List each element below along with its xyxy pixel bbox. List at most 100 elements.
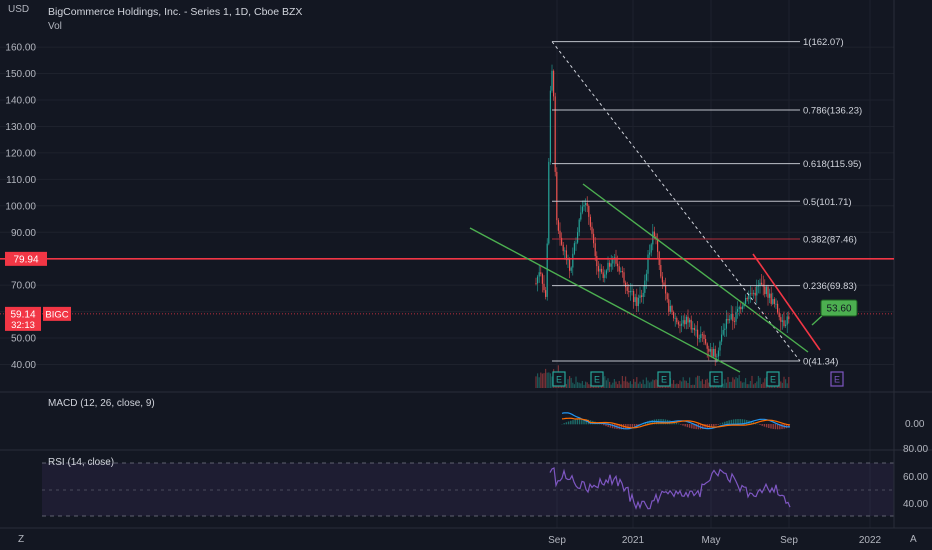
candle-body <box>697 329 699 339</box>
candle-body <box>785 324 787 326</box>
macd-pane <box>561 412 791 430</box>
candle-body <box>559 230 561 238</box>
volume-bar <box>676 383 678 388</box>
volume-bar <box>650 381 652 388</box>
rsi-label[interactable]: RSI (14, close) <box>48 457 115 468</box>
candle-body <box>554 96 556 172</box>
macd-histogram-bar <box>717 424 719 425</box>
earnings-marker-label[interactable]: E <box>594 375 600 385</box>
volume-bar <box>620 384 622 388</box>
macd-histogram-bar <box>768 424 770 429</box>
auto-scale-button[interactable]: A <box>910 534 917 545</box>
macd-histogram-bar <box>688 424 691 428</box>
downtrend-line[interactable] <box>752 253 821 351</box>
candle-body <box>561 237 563 245</box>
candle-body <box>617 263 619 267</box>
candle-body <box>770 293 772 304</box>
earnings-marker-label[interactable]: E <box>661 375 667 385</box>
rsi-line <box>549 467 791 511</box>
candle-body <box>671 305 673 313</box>
volume-bar <box>705 379 707 388</box>
time-axis[interactable]: Sep 2021 May Sep 2022 <box>548 535 881 546</box>
macd-histogram-bar <box>732 419 735 425</box>
candle-body <box>589 216 591 227</box>
earnings-marker-label[interactable]: E <box>834 375 840 385</box>
candle-body <box>623 272 625 283</box>
volume-bar <box>567 379 569 388</box>
fib-trend-line[interactable] <box>551 41 801 362</box>
earnings-marker[interactable] <box>657 371 671 387</box>
earnings-marker-label[interactable]: E <box>556 375 562 385</box>
volume-bar <box>612 382 614 388</box>
macd-label[interactable]: MACD (12, 26, close, 9) <box>48 398 155 409</box>
macd-histogram-bar <box>609 424 612 428</box>
volume-bar <box>617 384 619 388</box>
candle-body <box>765 286 767 295</box>
candle-body <box>687 316 689 323</box>
macd-histogram-bar <box>649 420 651 425</box>
earnings-marker[interactable] <box>766 371 780 387</box>
volume-bar <box>577 382 579 388</box>
macd-histogram-bar <box>721 422 724 425</box>
earnings-marker[interactable] <box>590 371 604 387</box>
candle-body <box>549 90 551 162</box>
candle-body <box>581 206 583 213</box>
earnings-marker[interactable] <box>709 371 723 387</box>
volume-bar <box>692 384 694 388</box>
volume-bar <box>575 376 577 388</box>
candle-body <box>628 290 630 293</box>
timezone-button[interactable]: Z <box>18 534 25 545</box>
candle-body <box>732 313 734 321</box>
volume-label[interactable]: Vol <box>48 21 62 32</box>
volume-bar <box>746 384 748 388</box>
drawings[interactable]: 53.60 <box>0 183 894 373</box>
earnings-marker[interactable] <box>830 371 844 387</box>
volume-bar <box>609 381 611 388</box>
volume-bar <box>545 368 547 388</box>
candle-body <box>716 356 718 358</box>
macd-histogram-bar <box>684 424 686 427</box>
earnings-marker[interactable] <box>552 371 566 387</box>
volume-bar <box>725 382 727 388</box>
channel-lower-line[interactable] <box>469 227 741 373</box>
macd-histogram-bar <box>724 421 726 425</box>
chart-title[interactable]: BigCommerce Holdings, Inc. - Series 1, 1… <box>48 6 303 18</box>
target-callout-label[interactable]: 53.60 <box>826 304 851 315</box>
candle-body <box>629 291 631 293</box>
earnings-marker-label[interactable]: E <box>770 375 776 385</box>
candle-body <box>724 328 726 330</box>
candle-body <box>537 276 539 284</box>
volume-bar <box>578 382 580 388</box>
candle-body <box>676 318 678 323</box>
channel-upper-line[interactable] <box>582 183 809 353</box>
volume-bar <box>580 383 582 388</box>
candle-body <box>641 295 643 297</box>
macd-histogram-bar <box>785 424 788 429</box>
volume-bar <box>604 376 606 388</box>
macd-histogram-bar <box>638 424 640 425</box>
volume-bar <box>549 373 551 388</box>
volume-bar <box>761 384 763 388</box>
volume-bar <box>637 383 639 388</box>
macd-histogram-bar <box>757 423 759 425</box>
price-tick-label: 140.00 <box>5 96 36 107</box>
candle-body <box>729 319 731 321</box>
candle-body <box>721 334 723 342</box>
volume-bar <box>540 372 542 388</box>
earnings-marker-label[interactable]: E <box>713 375 719 385</box>
volume-bar <box>631 384 633 388</box>
macd-histogram-bar <box>576 419 579 425</box>
volume-bar <box>585 381 587 388</box>
fibonacci-retracement[interactable]: 1(162.07) 0.786(136.23) 0.618(115.95) 0.5(1… <box>551 37 862 367</box>
target-callout-box[interactable] <box>820 299 858 317</box>
volume-bar <box>700 381 702 388</box>
macd-histogram-bar <box>728 420 730 425</box>
macd-histogram-bar <box>781 424 783 430</box>
candle-body <box>706 343 708 349</box>
volume-bar <box>733 379 735 388</box>
volume-bar <box>538 377 540 388</box>
fib-level-label: 0.5(101.71) <box>803 197 852 208</box>
